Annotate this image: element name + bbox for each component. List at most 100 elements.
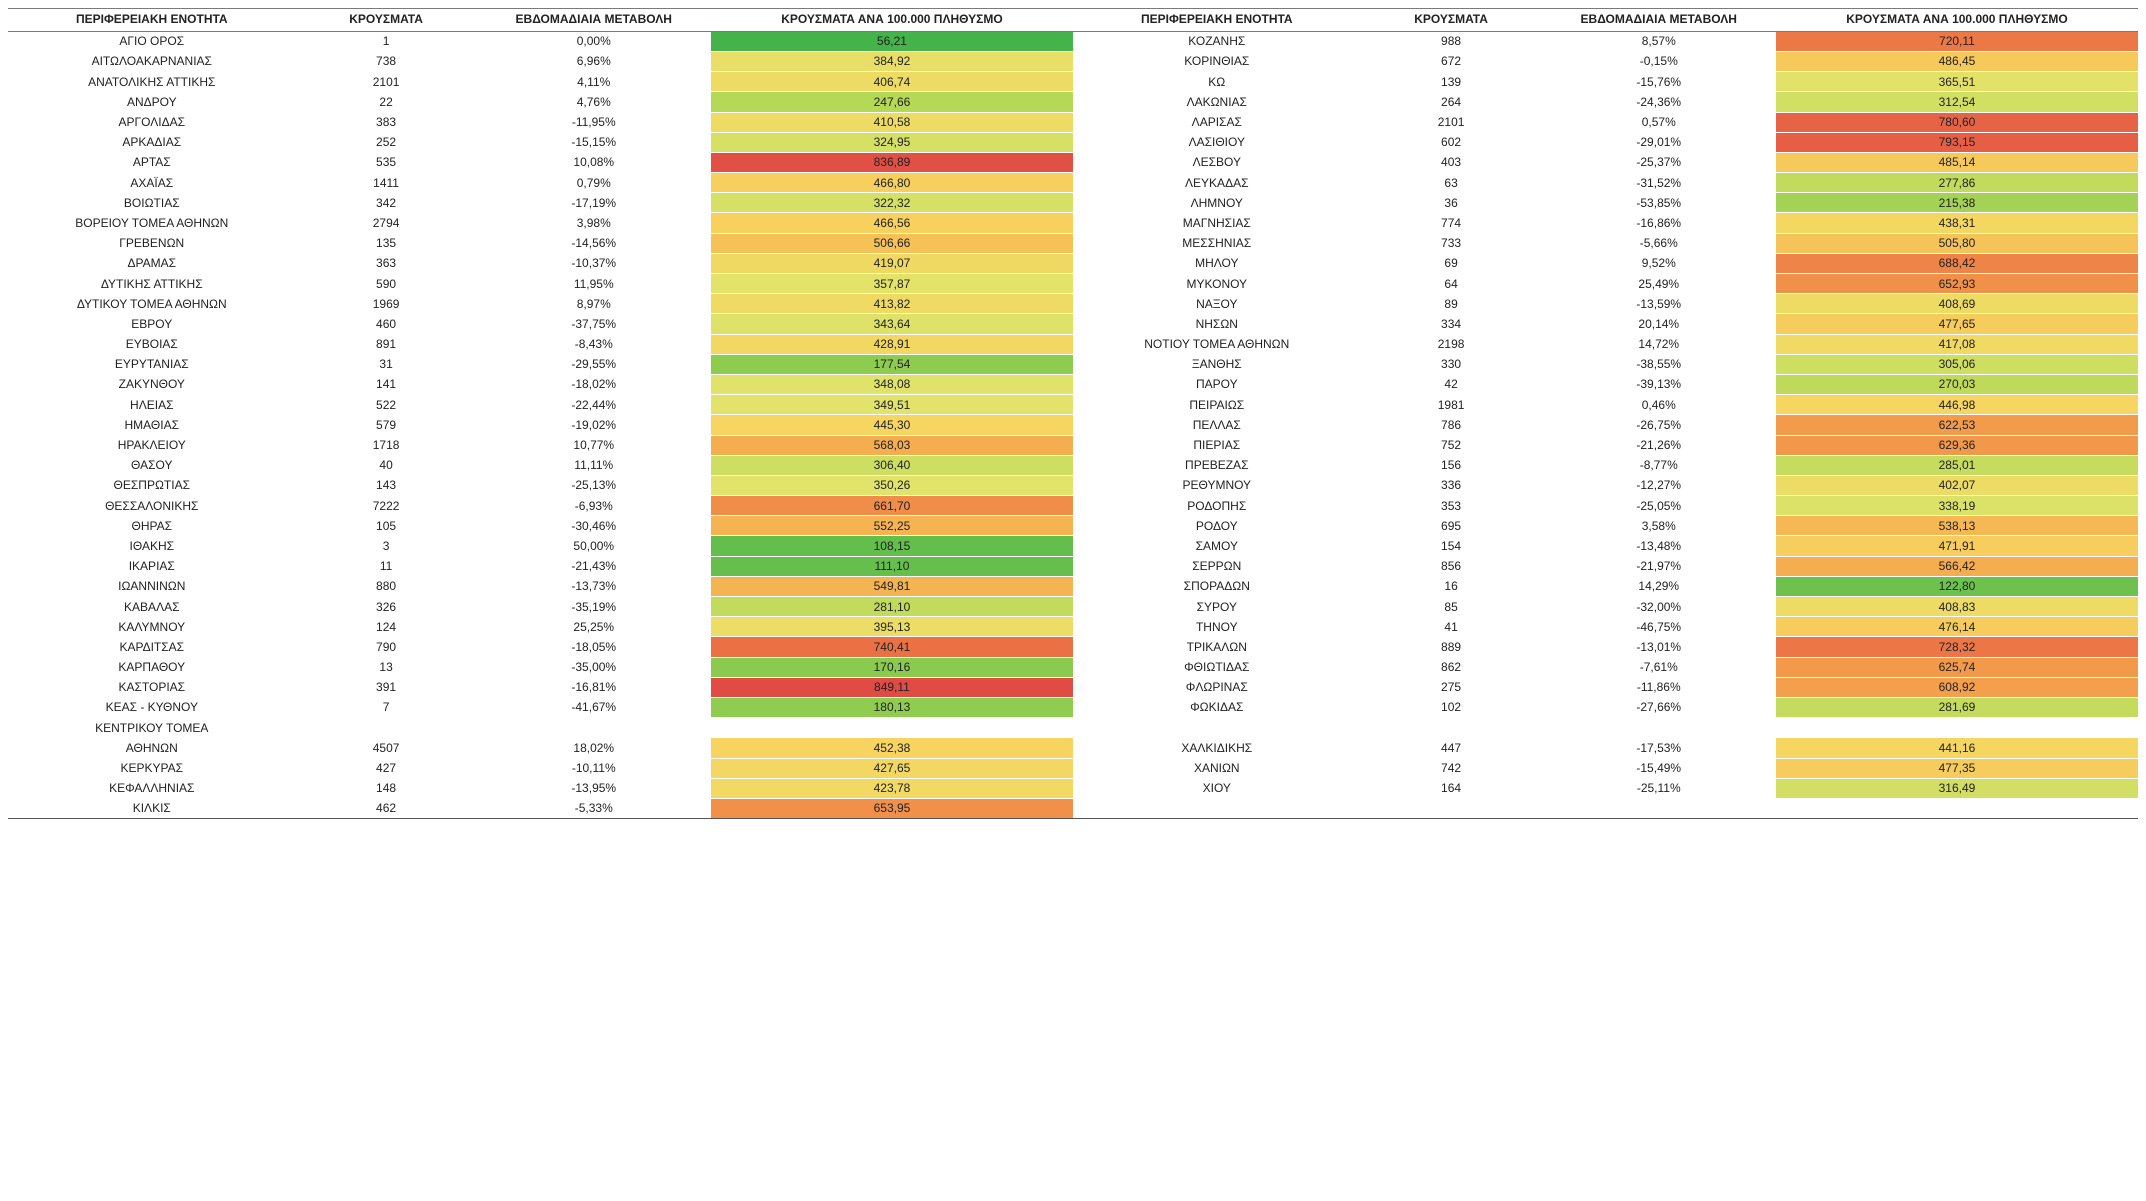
cell-cases: 326 (296, 597, 477, 617)
cell-region: ΝΗΣΩΝ (1073, 314, 1361, 334)
cell-region: ΕΥΒΟΙΑΣ (8, 334, 296, 354)
table-row: ΡΟΔΟΠΗΣ353-25,05%338,19 (1073, 496, 2138, 516)
cell-per100k: 549,81 (711, 576, 1073, 596)
cell-cases: 391 (296, 677, 477, 697)
cell-weekly: -10,11% (477, 758, 711, 778)
cell-weekly: -10,37% (477, 253, 711, 273)
cell-region: ΧΑΝΙΩΝ (1073, 758, 1361, 778)
cell-cases: 156 (1361, 455, 1542, 475)
table-row: ΗΜΑΘΙΑΣ579-19,02%445,30 (8, 415, 1073, 435)
cell-cases: 427 (296, 758, 477, 778)
table-row: ΤΗΝΟΥ41-46,75%476,14 (1073, 617, 2138, 637)
table-row: ΚΙΛΚΙΣ462-5,33%653,95 (8, 798, 1073, 818)
cell-per100k: 312,54 (1776, 92, 2138, 112)
table-row: ΔΥΤΙΚΗΣ ΑΤΤΙΚΗΣ59011,95%357,87 (8, 274, 1073, 294)
cell-weekly: -7,61% (1542, 657, 1776, 677)
cell-empty (477, 718, 711, 738)
table-row: ΘΗΡΑΣ105-30,46%552,25 (8, 516, 1073, 536)
cell-per100k: 466,56 (711, 213, 1073, 233)
cell-cases: 135 (296, 233, 477, 253)
cell-per100k: 306,40 (711, 455, 1073, 475)
cell-cases: 7 (296, 697, 477, 717)
cell-cases: 2101 (296, 72, 477, 92)
cell-cases: 63 (1361, 173, 1542, 193)
cell-per100k: 438,31 (1776, 213, 2138, 233)
cell-empty (1776, 798, 2138, 818)
table-row: ΙΚΑΡΙΑΣ11-21,43%111,10 (8, 556, 1073, 576)
cell-cases: 148 (296, 778, 477, 798)
cell-region: ΣΑΜΟΥ (1073, 536, 1361, 556)
cell-weekly: -25,37% (1542, 152, 1776, 172)
table-row: ΑΡΚΑΔΙΑΣ252-15,15%324,95 (8, 132, 1073, 152)
cell-cases: 383 (296, 112, 477, 132)
cell-region: ΝΟΤΙΟΥ ΤΟΜΕΑ ΑΘΗΝΩΝ (1073, 334, 1361, 354)
cell-weekly: 4,11% (477, 72, 711, 92)
cell-cases: 16 (1361, 576, 1542, 596)
cell-region: ΛΗΜΝΟΥ (1073, 193, 1361, 213)
cell-per100k: 350,26 (711, 475, 1073, 495)
cell-weekly: -39,13% (1542, 374, 1776, 394)
table-row: ΑΡΤΑΣ53510,08%836,89 (8, 152, 1073, 172)
cell-region: ΗΛΕΙΑΣ (8, 395, 296, 415)
cell-per100k: 780,60 (1776, 112, 2138, 132)
cell-weekly: 0,57% (1542, 112, 1776, 132)
cell-cases: 738 (296, 51, 477, 71)
cell-per100k: 281,10 (711, 597, 1073, 617)
cell-cases: 733 (1361, 233, 1542, 253)
table-row: ΒΟΡΕΙΟΥ ΤΟΜΕΑ ΑΘΗΝΩΝ27943,98%466,56 (8, 213, 1073, 233)
cell-weekly: -13,01% (1542, 637, 1776, 657)
cell-per100k: 413,82 (711, 294, 1073, 314)
cell-cases: 535 (296, 152, 477, 172)
table-row: ΤΡΙΚΑΛΩΝ889-13,01%728,32 (1073, 637, 2138, 657)
cell-region: ΚΑΒΑΛΑΣ (8, 597, 296, 617)
cell-per100k: 170,16 (711, 657, 1073, 677)
cell-per100k: 338,19 (1776, 496, 2138, 516)
cell-weekly: -53,85% (1542, 193, 1776, 213)
cell-region: ΔΡΑΜΑΣ (8, 253, 296, 273)
cell-weekly: -13,48% (1542, 536, 1776, 556)
cell-weekly: -29,01% (1542, 132, 1776, 152)
cell-weekly: 14,72% (1542, 334, 1776, 354)
cell-cases: 22 (296, 92, 477, 112)
cell-cases: 447 (1361, 738, 1542, 758)
cell-cases: 3 (296, 536, 477, 556)
table-row: ΛΗΜΝΟΥ36-53,85%215,38 (1073, 193, 2138, 213)
cell-weekly: -25,05% (1542, 496, 1776, 516)
table-row: ΣΑΜΟΥ154-13,48%471,91 (1073, 536, 2138, 556)
table-row: ΚΟΖΑΝΗΣ9888,57%720,11 (1073, 31, 2138, 51)
cell-cases: 1411 (296, 173, 477, 193)
table-row: ΦΩΚΙΔΑΣ102-27,66%281,69 (1073, 697, 2138, 717)
cell-weekly: 8,57% (1542, 31, 1776, 51)
cell-empty (1361, 718, 1542, 738)
table-row: ΣΕΡΡΩΝ856-21,97%566,42 (1073, 556, 2138, 576)
cell-region: ΔΥΤΙΚΟΥ ΤΟΜΕΑ ΑΘΗΝΩΝ (8, 294, 296, 314)
hdr-per100k: ΚΡΟΥΣΜΑΤΑ ΑΝΑ 100.000 ΠΛΗΘΥΣΜΟ (711, 9, 1073, 32)
cell-region: ΚΑΡΠΑΘΟΥ (8, 657, 296, 677)
table-row: ΚΕΦΑΛΛΗΝΙΑΣ148-13,95%423,78 (8, 778, 1073, 798)
table-row: ΚΟΡΙΝΘΙΑΣ672-0,15%486,45 (1073, 51, 2138, 71)
cell-weekly: -12,27% (1542, 475, 1776, 495)
cell-per100k: 793,15 (1776, 132, 2138, 152)
cell-cases: 139 (1361, 72, 1542, 92)
cell-empty (1073, 798, 1361, 818)
cell-cases: 89 (1361, 294, 1542, 314)
cell-cases: 124 (296, 617, 477, 637)
cell-per100k: 552,25 (711, 516, 1073, 536)
cell-region: ΜΥΚΟΝΟΥ (1073, 274, 1361, 294)
cell-weekly: -32,00% (1542, 597, 1776, 617)
cell-weekly: -37,75% (477, 314, 711, 334)
cell-weekly: -5,66% (1542, 233, 1776, 253)
hdr-region: ΠΕΡΙΦΕΡΕΙΑΚΗ ΕΝΟΤΗΤΑ (8, 9, 296, 32)
cell-region: ΚΕΡΚΥΡΑΣ (8, 758, 296, 778)
cell-weekly: -8,43% (477, 334, 711, 354)
cell-weekly: -16,86% (1542, 213, 1776, 233)
cell-region: ΜΕΣΣΗΝΙΑΣ (1073, 233, 1361, 253)
cell-per100k: 285,01 (1776, 455, 2138, 475)
cell-weekly: 4,76% (477, 92, 711, 112)
cell-cases: 13 (296, 657, 477, 677)
cell-region: ΚΑΛΥΜΝΟΥ (8, 617, 296, 637)
cell-per100k: 215,38 (1776, 193, 2138, 213)
cell-region: ΚΑΡΔΙΤΣΑΣ (8, 637, 296, 657)
cell-weekly: -8,77% (1542, 455, 1776, 475)
cell-per100k: 324,95 (711, 132, 1073, 152)
